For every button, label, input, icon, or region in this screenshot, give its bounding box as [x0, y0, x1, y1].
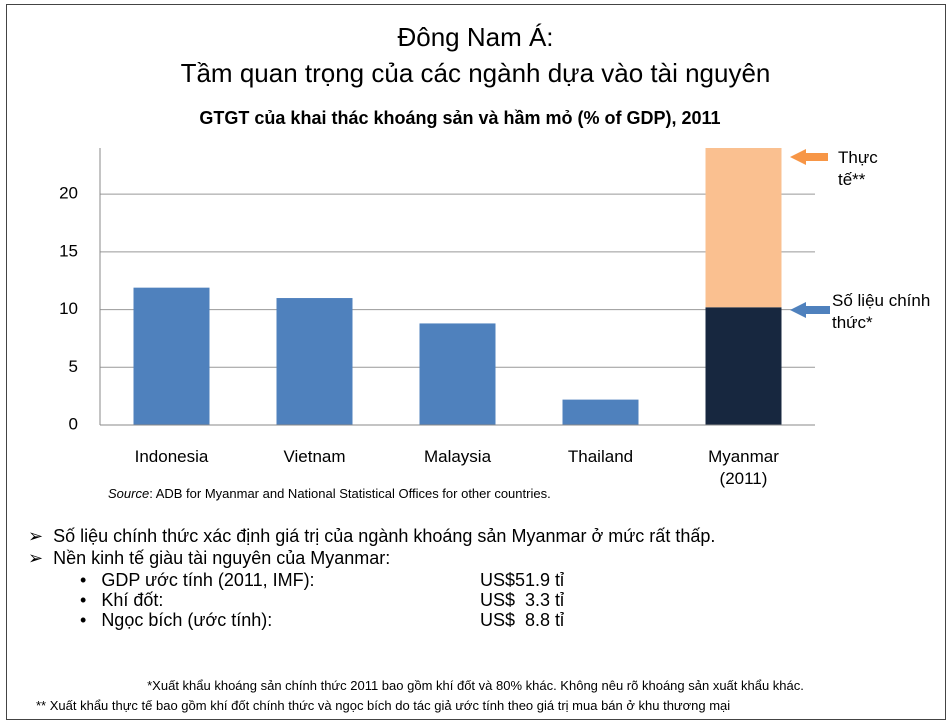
x-tick-label: Thailand [567, 447, 634, 466]
bar [705, 307, 782, 425]
slide-title: Đông Nam Á: [397, 22, 554, 52]
bar [276, 298, 353, 425]
slide-border [6, 4, 946, 720]
x-tick-label: Indonesia [134, 447, 209, 466]
sub-label: Khí đốt: [101, 590, 164, 610]
bullet-text: Số liệu chính thức xác định giá trị của … [53, 526, 716, 546]
sub-value: US$ 8.8 tỉ [480, 610, 565, 630]
sub-label: Ngọc bích (ước tính): [101, 610, 273, 630]
source-label: Source [108, 486, 150, 501]
sub-value: US$51.9 tỉ [480, 570, 565, 590]
bar [133, 287, 210, 425]
footnote: *Xuất khẩu khoáng sản chính thức 2011 ba… [147, 678, 804, 693]
sub-item: • GDP ước tính (2011, IMF): [80, 570, 315, 590]
arrow [790, 302, 830, 318]
source: Source: ADB for Myanmar and National Sta… [108, 486, 551, 501]
annotation: Số liệu chính thức* [832, 291, 931, 332]
sub-value: US$ 3.3 tỉ [480, 590, 565, 610]
bar [562, 399, 639, 425]
bullet: ➢ Số liệu chính thức xác định giá trị củ… [28, 526, 716, 546]
x-tick-label: Malaysia [423, 447, 492, 466]
y-tick-label: 20 [59, 184, 78, 203]
x-tick-label: Vietnam [283, 447, 346, 466]
bullet-text: Nền kinh tế giàu tài nguyên của Myanmar: [53, 548, 391, 568]
y-tick-label: 15 [59, 241, 78, 260]
sub-item: • Ngọc bích (ước tính): [80, 610, 273, 630]
bar [705, 148, 782, 308]
arrow [790, 149, 828, 165]
chart-title: GTGT của khai thác khoáng sản và hầm mỏ … [199, 108, 721, 128]
bullet: ➢ Nền kinh tế giàu tài nguyên của Myanma… [28, 548, 391, 568]
x-tick-label: Myanmar (2011) [708, 447, 779, 488]
y-tick-label: 0 [69, 414, 78, 433]
footnote: ** Xuất khẩu thực tế bao gồm khí đốt chí… [36, 698, 731, 713]
sub-item: • Khí đốt: [80, 590, 164, 610]
sub-label: GDP ước tính (2011, IMF): [101, 570, 315, 590]
slide-title: Tầm quan trọng của các ngành dựa vào tài… [180, 58, 771, 88]
annotation: Thực tế** [838, 148, 878, 189]
y-tick-label: 10 [59, 299, 78, 318]
source-text: : ADB for Myanmar and National Statistic… [149, 486, 551, 501]
bar [419, 323, 496, 425]
y-tick-label: 5 [69, 357, 78, 376]
